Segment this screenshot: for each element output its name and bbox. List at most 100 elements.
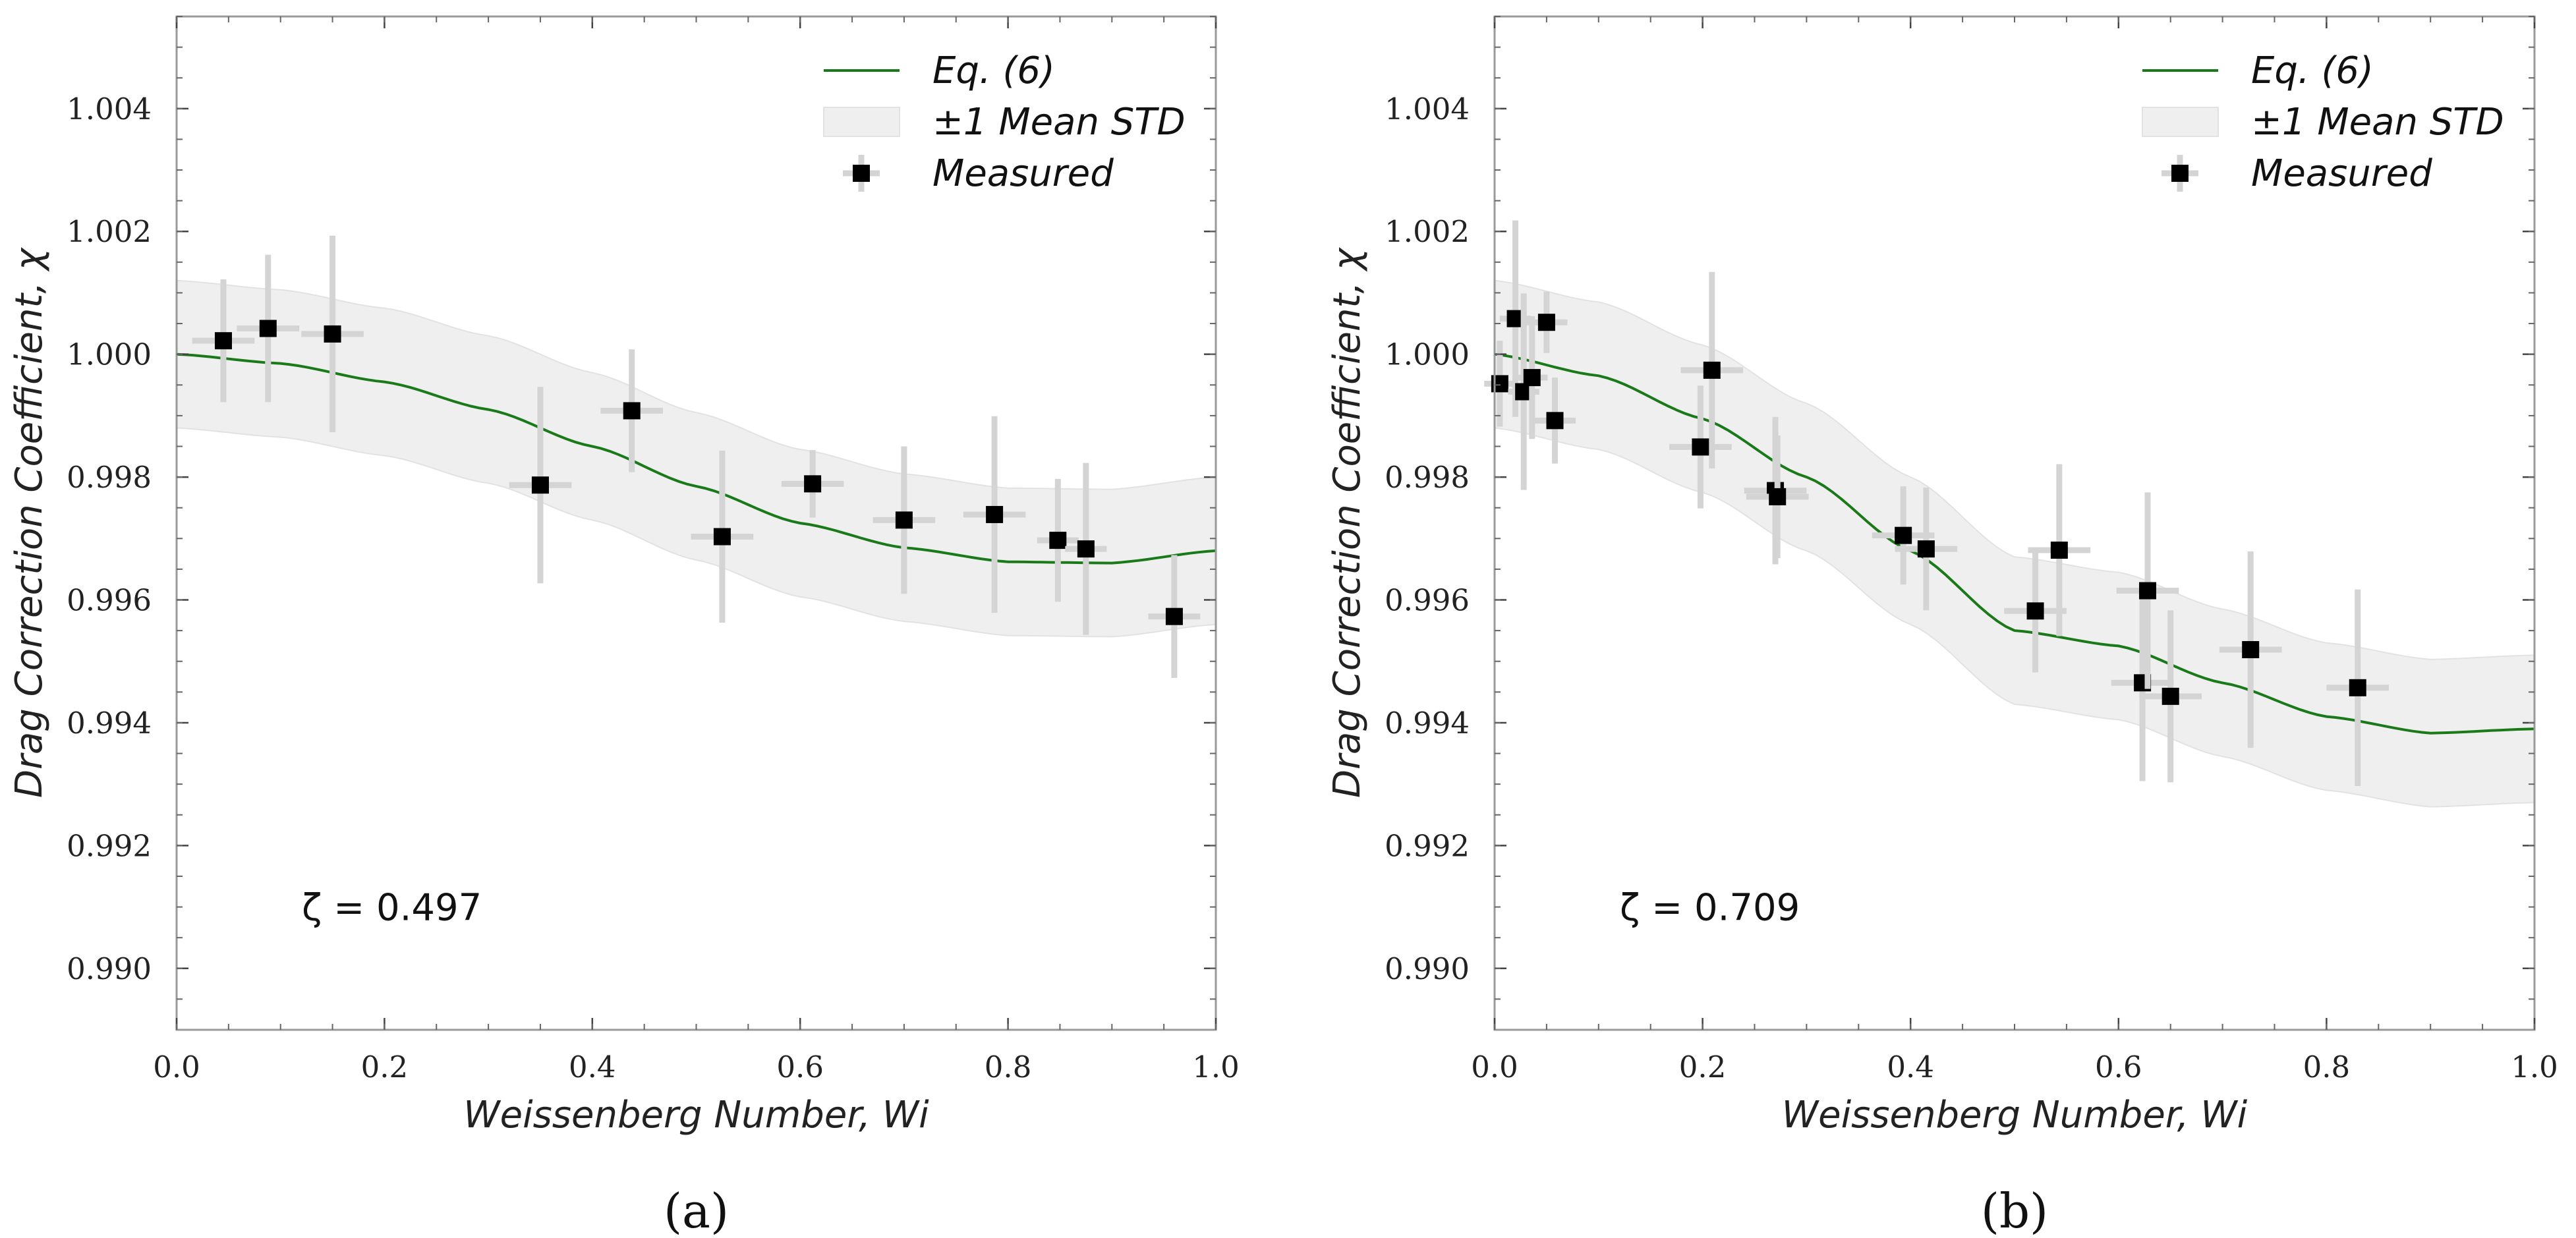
legend-entry: Eq. (6) [932, 49, 1055, 92]
measured-point [1065, 463, 1107, 635]
marker [1692, 438, 1709, 456]
marker [1165, 607, 1183, 625]
panel-label: (b) [1981, 1183, 2048, 1238]
x-tick-label: 0.8 [985, 1050, 1032, 1084]
marker [1537, 314, 1555, 331]
measured-point [2139, 610, 2202, 783]
marker [986, 505, 1004, 523]
fit-curve [176, 352, 1216, 565]
x-tick-label: 0.8 [2303, 1050, 2351, 1084]
measured-point [237, 254, 300, 403]
marker [259, 320, 277, 337]
measured-point [1526, 291, 1568, 353]
marker [804, 475, 822, 493]
marker [531, 476, 549, 494]
measured-point [781, 450, 844, 518]
marker [1769, 488, 1787, 505]
y-tick-label: 1.004 [67, 92, 152, 127]
legend: Eq. (6) ±1 Mean STD Measured [2142, 49, 2504, 195]
marker [2349, 679, 2366, 696]
measured-point [1533, 378, 1576, 464]
y-tick-label: 0.990 [67, 951, 152, 986]
panel-a: 0.0 0.2 0.4 0.6 0.8 1.0 0.990 0.992 0.994 0.996 0.… [8, 15, 1240, 1238]
x-tick-label: 0.2 [361, 1050, 409, 1084]
y-tick-label: 0.998 [67, 460, 152, 495]
zeta-annotation: ζ = 0.497 [302, 887, 482, 930]
y-tick-label: 1.004 [1385, 92, 1470, 127]
y-tick-label: 0.992 [1385, 828, 1470, 863]
y-tick-label: 0.990 [1385, 951, 1470, 986]
x-tick-label: 0.6 [2095, 1050, 2142, 1084]
legend-entry: ±1 Mean STD [2251, 101, 2504, 144]
measured-point [1895, 487, 1958, 611]
y-tick-label: 0.992 [67, 828, 152, 863]
marker [1895, 526, 1912, 544]
measured-point [509, 387, 572, 584]
y-axis-label: Drag Correction Coefficient, χ [8, 247, 51, 798]
marker [623, 402, 641, 420]
marker [2050, 542, 2068, 559]
legend-entry: Eq. (6) [2251, 49, 2374, 92]
marker [895, 511, 913, 529]
legend-entry: ±1 Mean STD [932, 101, 1186, 144]
x-tick-label: 0.0 [153, 1050, 200, 1084]
panel-b: 0.0 0.2 0.4 0.6 0.8 1.0 0.990 0.992 0.994 0.996 0.… [1326, 15, 2558, 1238]
legend-band-swatch [2142, 107, 2219, 137]
measured-point [192, 279, 255, 403]
legend-entry: Measured [932, 152, 1114, 195]
legend-marker-swatch [2171, 165, 2189, 182]
y-tick-label: 0.994 [1385, 706, 1470, 741]
panel-label: (a) [664, 1183, 729, 1238]
marker [1523, 369, 1541, 387]
measured-point [1669, 385, 1732, 509]
measured-point [691, 451, 754, 623]
measured-point [600, 349, 664, 472]
marker [1049, 532, 1067, 549]
measured-point [1746, 435, 1809, 559]
measured-point [2028, 464, 2091, 636]
marker [1077, 540, 1095, 558]
y-tick-label: 0.994 [67, 706, 152, 741]
marker [2161, 687, 2179, 705]
zeta-annotation: ζ = 0.709 [1620, 887, 1800, 930]
y-tick-label: 0.998 [1385, 460, 1470, 495]
x-tick-label: 0.2 [1679, 1050, 1727, 1084]
marker [2138, 582, 2156, 600]
y-tick-label: 1.002 [1385, 214, 1470, 249]
measured-point [873, 446, 936, 594]
measured-point [2326, 589, 2390, 786]
legend-entry: Measured [2251, 152, 2432, 195]
marker [2026, 602, 2044, 620]
measured-point [963, 416, 1026, 613]
legend-band-swatch [823, 107, 900, 137]
marker [713, 528, 731, 546]
marker [1546, 412, 1564, 430]
y-tick-label: 1.000 [1385, 337, 1470, 372]
marker [214, 332, 232, 350]
measured-point [1680, 271, 1744, 469]
measured-point [1148, 555, 1201, 678]
y-tick-label: 0.996 [67, 583, 152, 618]
y-tick-label: 1.002 [67, 214, 152, 249]
marker [1703, 361, 1721, 379]
measured-point [1516, 316, 1548, 439]
fit-curve [1494, 352, 2535, 735]
x-axis-label: Weissenberg Number, Wi [463, 1094, 929, 1137]
x-tick-label: 1.0 [1192, 1050, 1240, 1084]
marker [1917, 540, 1935, 558]
x-tick-label: 1.0 [2511, 1050, 2558, 1084]
measured-point [2219, 551, 2282, 748]
x-tick-label: 0.6 [776, 1050, 824, 1084]
x-tick-label: 0.4 [569, 1050, 616, 1084]
x-tick-label: 0.4 [1887, 1050, 1934, 1084]
measured-point [1037, 478, 1079, 602]
marker [2242, 641, 2260, 659]
measured-point [2111, 584, 2174, 781]
y-tick-label: 0.996 [1385, 583, 1470, 618]
legend-marker-swatch [853, 165, 870, 182]
marker [324, 325, 341, 343]
x-axis-label: Weissenberg Number, Wi [1782, 1094, 2248, 1137]
y-tick-label: 1.000 [67, 337, 152, 372]
legend: Eq. (6) ±1 Mean STD Measured [823, 49, 1186, 195]
